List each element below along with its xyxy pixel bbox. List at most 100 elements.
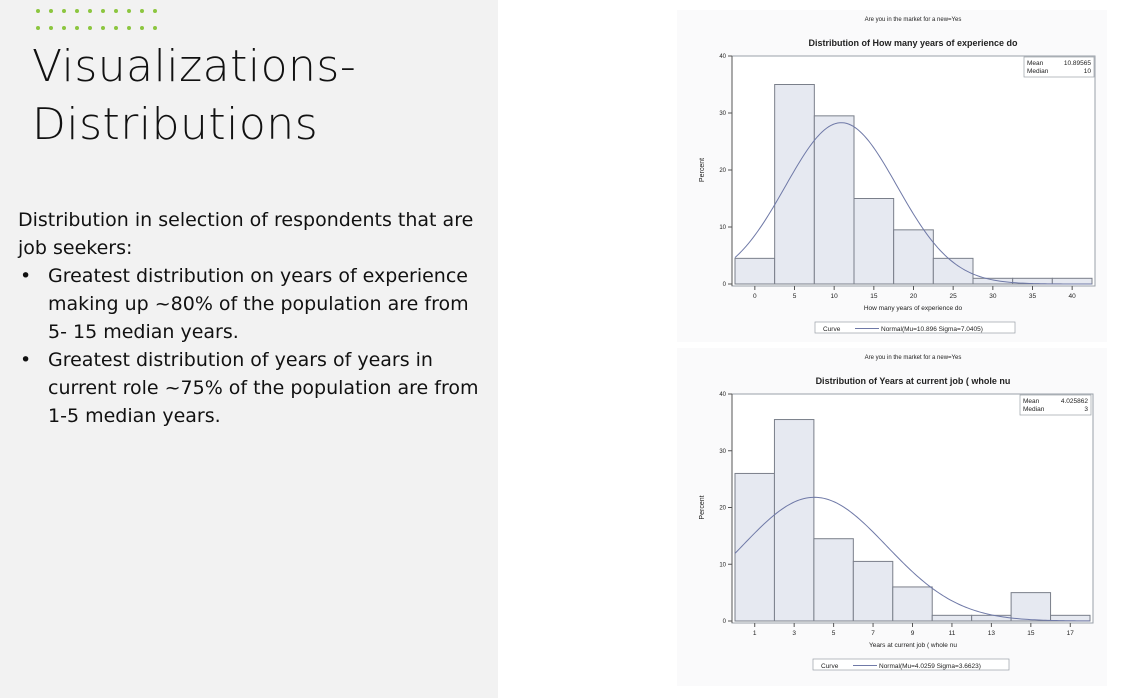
decorative-dot: [88, 26, 92, 30]
y-tick-label: 20: [719, 506, 726, 512]
x-tick-label: 13: [988, 630, 996, 637]
decorative-dot: [153, 9, 157, 13]
decorative-dot: [127, 26, 131, 30]
x-tick-label: 35: [1029, 293, 1037, 300]
y-tick-label: 10: [719, 225, 726, 231]
x-tick-label: 17: [1067, 630, 1075, 637]
decorative-dot: [88, 9, 92, 13]
histogram-bar: [853, 198, 895, 285]
bullet-list: • Greatest distribution on years of expe…: [18, 262, 488, 430]
x-tick-label: 5: [793, 293, 797, 300]
decorative-dot: [114, 26, 118, 30]
legend-title: Curve: [821, 663, 839, 670]
stats-value: 10.89565: [1064, 60, 1091, 67]
x-tick-label: 30: [989, 293, 997, 300]
stats-value: 3: [1084, 406, 1088, 413]
bullet-text: Greatest distribution on years of experi…: [48, 265, 469, 343]
x-tick-label: 40: [1069, 293, 1077, 300]
y-tick-label: 30: [719, 449, 726, 455]
histogram-bar: [1051, 277, 1093, 285]
bullet-glyph: •: [20, 265, 32, 287]
slide-title: Visualizations- Distributions: [32, 38, 356, 154]
histogram-bar: [1010, 592, 1052, 622]
decorative-dot: [127, 9, 131, 13]
legend-entry: Normal(Mu=4.0259 Sigma=3.6623): [879, 663, 981, 670]
histogram-bar: [774, 84, 815, 285]
histogram-bar: [852, 560, 894, 622]
stats-inset: [1023, 56, 1095, 78]
histogram-years-experience-svg: Are you in the market for a new=Yes Distr…: [699, 17, 1096, 334]
histogram-bar: [971, 614, 1012, 622]
legend-box: [812, 658, 1010, 671]
decorative-dot: [140, 26, 144, 30]
bullet-item: • Greatest distribution on years of expe…: [18, 262, 488, 346]
slide-title-line-2: Distributions: [32, 99, 319, 150]
decorative-dot: [36, 9, 40, 13]
normal-curve-line: [734, 496, 1091, 622]
decorative-dot: [49, 26, 53, 30]
decorative-dot: [101, 9, 105, 13]
x-tick-label: 15: [1027, 630, 1035, 637]
x-tick-label: 25: [950, 293, 958, 300]
histogram-bar: [813, 538, 854, 622]
decorative-dot: [62, 9, 66, 13]
intro-text: Distribution in selection of respondents…: [18, 209, 474, 259]
decorative-dot: [36, 26, 40, 30]
histogram-bar: [813, 115, 855, 285]
left-panel: Visualizations- Distributions Distributi…: [0, 0, 498, 698]
chart-panel-header: Are you in the market for a new=Yes: [865, 17, 962, 23]
y-tick-label: 20: [719, 168, 726, 174]
x-tick-label: 0: [753, 293, 757, 300]
decorative-dot: [75, 9, 79, 13]
decorative-dots: [36, 9, 160, 35]
bullet-text: Greatest distribution of years of years …: [48, 349, 479, 427]
x-tick-label: 20: [910, 293, 918, 300]
x-tick-label: 3: [792, 630, 796, 637]
histogram-bar: [931, 614, 973, 622]
y-tick-label: 30: [719, 111, 726, 117]
legend-title: Curve: [823, 326, 841, 333]
normal-curve-line: [734, 122, 1092, 285]
legend-entry: Normal(Mu=10.896 Sigma=7.0405): [881, 326, 983, 333]
decorative-dot: [75, 26, 79, 30]
bullet-glyph: •: [20, 349, 32, 371]
decorative-dot: [49, 9, 53, 13]
stats-label: Median: [1023, 406, 1045, 413]
x-axis-label: Years at current job ( whole nu: [869, 642, 957, 649]
x-tick-label: 1: [753, 630, 757, 637]
stats-label: Mean: [1027, 60, 1044, 67]
stats-value: 4.025862: [1061, 398, 1088, 405]
x-tick-label: 5: [832, 630, 836, 637]
decorative-dot: [114, 9, 118, 13]
histogram-years-current-job-svg: Are you in the market for a new=Yes Distr…: [699, 355, 1094, 671]
y-tick-label: 40: [719, 54, 726, 60]
x-axis-label: How many years of experience do: [864, 305, 963, 312]
y-tick-label: 40: [719, 392, 726, 398]
legend-box: [814, 321, 1016, 334]
chart-years-experience: Are you in the market for a new=Yes Distr…: [677, 10, 1107, 342]
decorative-dot: [101, 26, 105, 30]
stats-value: 10: [1084, 68, 1092, 75]
histogram-bar: [893, 229, 934, 285]
histogram-bar: [892, 586, 933, 622]
x-tick-label: 9: [911, 630, 915, 637]
slide-body: Distribution in selection of respondents…: [18, 206, 488, 430]
chart-title: Distribution of Years at current job ( w…: [816, 376, 1011, 386]
y-tick-label: 0: [723, 282, 727, 288]
decorative-dot: [153, 26, 157, 30]
decorative-dot: [140, 9, 144, 13]
x-tick-label: 11: [949, 630, 956, 637]
x-tick-label: 7: [871, 630, 875, 637]
x-tick-label: 15: [870, 293, 878, 300]
stats-label: Median: [1027, 68, 1049, 75]
y-tick-label: 10: [719, 562, 726, 568]
histogram-bar: [972, 277, 1014, 285]
decorative-dot: [62, 26, 66, 30]
chart-years-current-job: Are you in the market for a new=Yes Distr…: [677, 348, 1107, 686]
bullet-item: • Greatest distribution of years of year…: [18, 346, 488, 430]
y-axis-label: Percent: [699, 158, 706, 182]
stats-label: Mean: [1023, 398, 1040, 405]
chart-title: Distribution of How many years of experi…: [808, 38, 1018, 48]
histogram-bar: [773, 419, 815, 622]
histogram-bar: [734, 257, 776, 285]
